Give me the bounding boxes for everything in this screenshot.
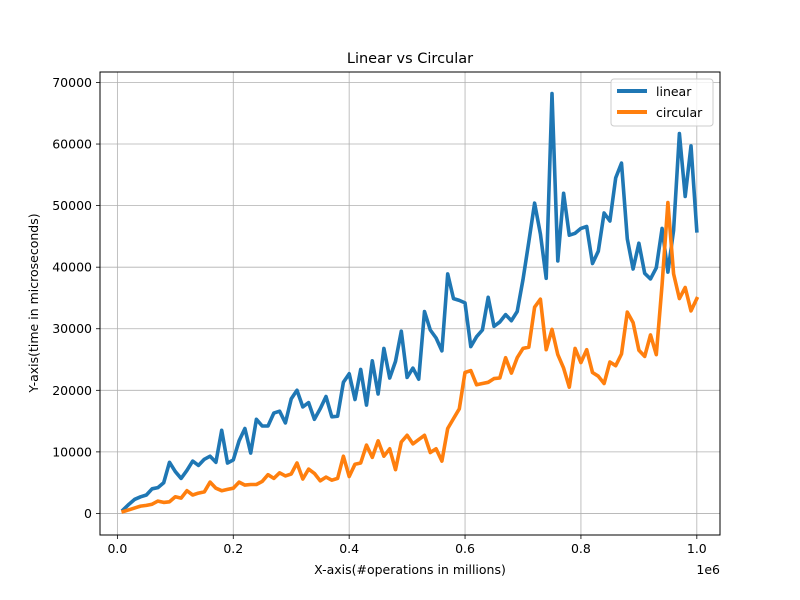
series-group (120, 91, 700, 514)
x-tick-label: 0.4 (339, 541, 359, 556)
y-tick-label: 20000 (52, 383, 92, 398)
grid (100, 72, 720, 535)
y-tick-label: 40000 (52, 260, 92, 275)
x-tick-label: 1.0 (687, 541, 707, 556)
legend: linear circular (610, 78, 714, 127)
x-tick-label: 0.8 (571, 541, 591, 556)
x-tick-label: 0.2 (223, 541, 243, 556)
tick-group: 0.0 0.2 0.4 0.6 0.8 1.0 0 10000 20000 30000 40000 5… (52, 75, 707, 556)
x-tick-label: 0.0 (107, 541, 127, 556)
x-tick-label: 0.6 (455, 541, 475, 556)
series-line-circular (120, 200, 700, 514)
x-axis-label: X-axis(#operations in millions) (314, 562, 506, 577)
y-tick-label: 10000 (52, 444, 92, 459)
y-tick-label: 0 (84, 506, 92, 521)
y-tick-label: 60000 (52, 137, 92, 152)
legend-label-linear: linear (656, 84, 692, 99)
series-line-linear (120, 91, 699, 513)
x-axis-offset-text: 1e6 (696, 562, 720, 577)
legend-label-circular: circular (656, 105, 703, 120)
y-tick-label: 50000 (52, 198, 92, 213)
axes-frame (99, 71, 721, 536)
y-tick-label: 30000 (52, 321, 92, 336)
chart-title: Linear vs Circular (347, 51, 473, 67)
y-tick-label: 70000 (52, 75, 92, 90)
y-axis-label: Y-axis(time in microseconds) (26, 213, 41, 393)
